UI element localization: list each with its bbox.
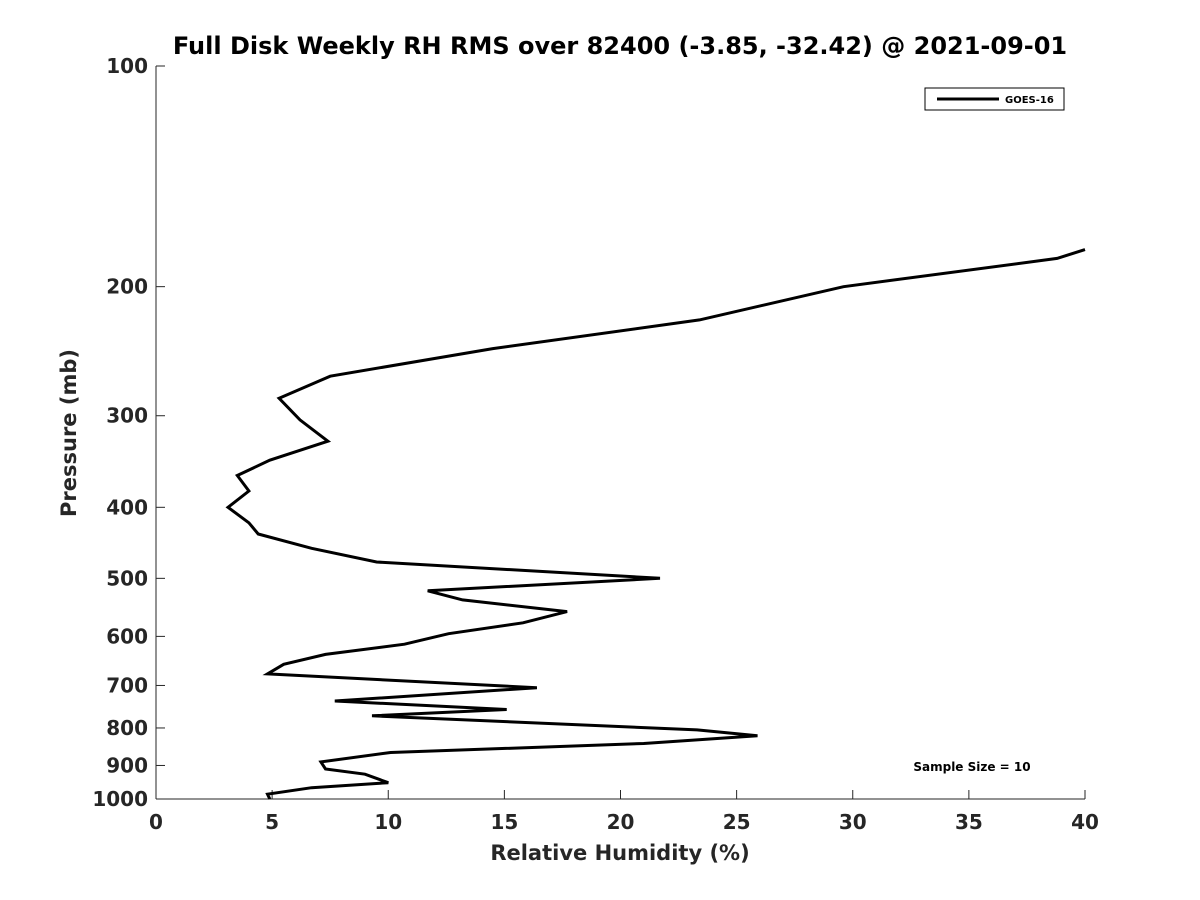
x-tick-label: 25: [723, 810, 751, 834]
x-tick-label: 15: [490, 810, 518, 834]
y-tick-label: 400: [106, 495, 148, 519]
x-tick-label: 0: [149, 810, 163, 834]
y-tick-label: 100: [106, 54, 148, 78]
y-tick-label: 900: [106, 753, 148, 777]
plot-area: [225, 248, 1086, 800]
y-tick-label: 200: [106, 275, 148, 299]
series-line-goes-16: [225, 248, 1086, 800]
y-axis-label: Pressure (mb): [57, 349, 81, 517]
x-ticks: 0 5 10 15 20 25 30 35 40: [149, 790, 1099, 834]
x-tick-label: 30: [839, 810, 867, 834]
sample-size-annotation: Sample Size = 10: [913, 760, 1030, 774]
x-tick-label: 20: [607, 810, 635, 834]
x-tick-label: 40: [1071, 810, 1099, 834]
y-ticks: 100 200 300 400 500 600 700 800 900 1000: [92, 54, 165, 811]
y-tick-label: 800: [106, 716, 148, 740]
y-tick-label: 300: [106, 404, 148, 428]
legend-label-goes-16: GOES-16: [1005, 95, 1054, 106]
x-tick-label: 10: [374, 810, 402, 834]
y-tick-label: 1000: [92, 787, 148, 811]
y-tick-label: 600: [106, 624, 148, 648]
chart-title: Full Disk Weekly RH RMS over 82400 (-3.8…: [173, 32, 1067, 60]
x-tick-label: 5: [265, 810, 279, 834]
legend: GOES-16: [924, 87, 1065, 111]
x-tick-label: 35: [955, 810, 983, 834]
x-axis-label: Relative Humidity (%): [490, 841, 749, 865]
y-tick-label: 700: [106, 673, 148, 697]
y-tick-label: 500: [106, 566, 148, 590]
